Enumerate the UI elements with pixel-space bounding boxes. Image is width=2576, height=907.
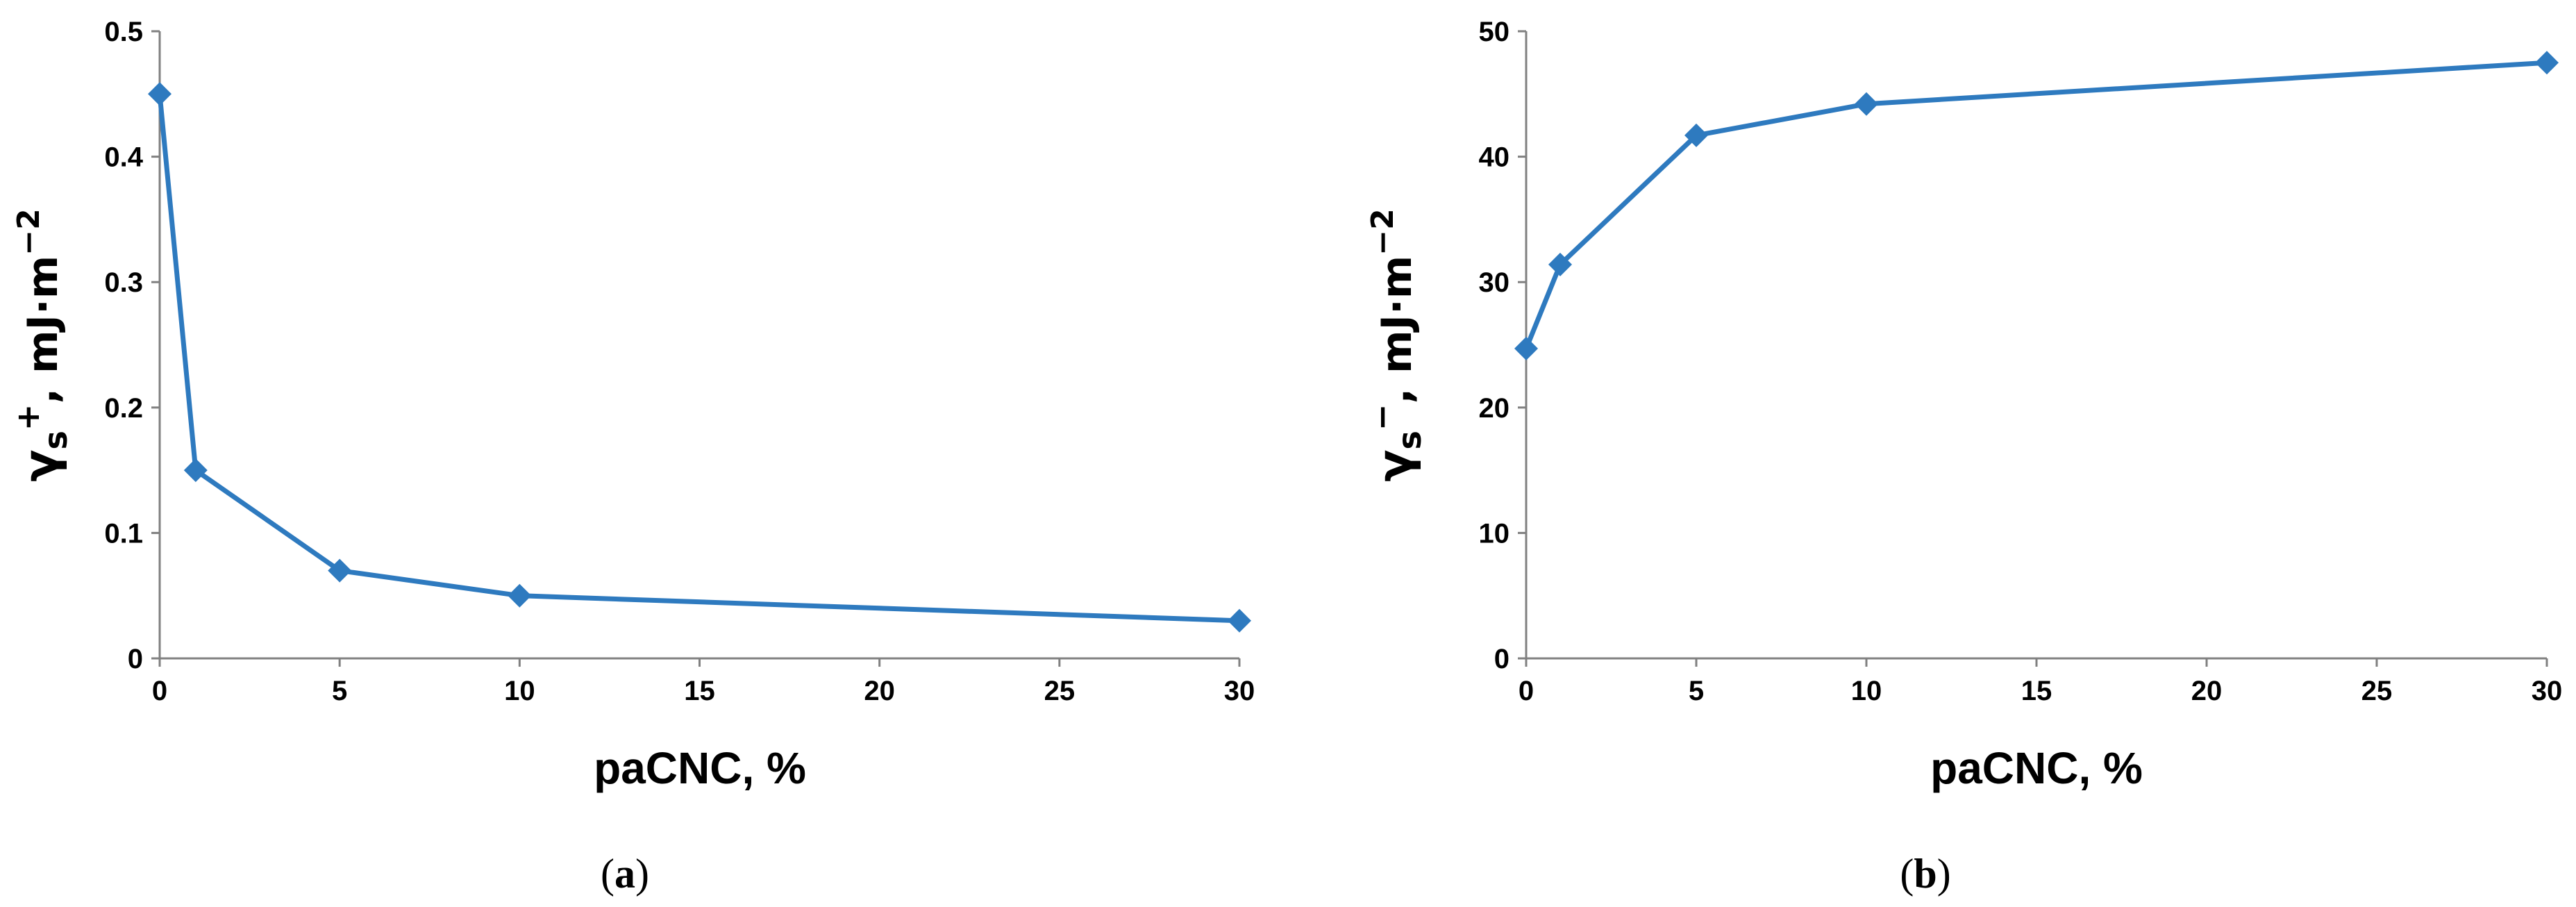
y-tick-label: 50 xyxy=(1479,17,1510,47)
y-axis-unit-exponent: −2 xyxy=(11,208,47,255)
x-tick-label: 20 xyxy=(2191,676,2223,706)
panel-caption-letter: b xyxy=(1914,851,1937,897)
y-tick-label: 20 xyxy=(1479,393,1510,424)
x-axis-title: paCNC, % xyxy=(1930,743,2143,793)
panel-caption: (b) xyxy=(1900,851,1950,897)
y-tick-label: 0.5 xyxy=(104,17,143,47)
x-tick-label: 0 xyxy=(152,676,167,706)
data-point-marker xyxy=(1684,123,1708,147)
x-tick-label: 10 xyxy=(504,676,535,706)
x-tick-label: 30 xyxy=(2532,676,2563,706)
data-point-markers xyxy=(1514,51,2559,360)
data-point-marker xyxy=(148,82,172,106)
x-axis-title: paCNC, % xyxy=(594,743,806,793)
data-series-line xyxy=(1523,60,2548,350)
y-axis-symbol: γ xyxy=(1368,449,1423,481)
x-tick-labels: 0 5 10 15 20 25 30 xyxy=(1519,676,2562,706)
data-point-marker xyxy=(1228,608,1251,633)
y-tick-label: 0.3 xyxy=(104,267,143,298)
y-tick-label: 0 xyxy=(1494,644,1509,674)
y-tick-label: 0 xyxy=(128,644,143,674)
chart-panel-a: 0 0.1 0.2 0.3 0.4 0.5 0 5 10 15 20 25 30 paCNC, % γ… xyxy=(9,17,1255,897)
x-tick-label: 5 xyxy=(332,676,347,706)
x-tick-labels: 0 5 10 15 20 25 30 xyxy=(152,676,1255,706)
y-tick-label: 30 xyxy=(1479,267,1510,298)
chart-panel-b: 0 10 20 30 40 50 0 5 10 15 20 25 30 paCNC, % γs−, m… xyxy=(1363,17,2562,897)
data-point-markers xyxy=(148,82,1251,633)
x-tick-label: 0 xyxy=(1519,676,1534,706)
y-tick-label: 40 xyxy=(1479,142,1510,173)
y-tick-label: 10 xyxy=(1479,518,1510,549)
y-axis-unit: , mJ·m xyxy=(19,256,67,404)
x-tick-label: 15 xyxy=(2021,676,2052,706)
data-point-marker xyxy=(2535,51,2559,75)
data-point-marker xyxy=(1855,92,1878,116)
y-tick-labels: 0 10 20 30 40 50 xyxy=(1479,17,1510,674)
x-tick-label: 10 xyxy=(1851,676,1882,706)
y-axis-title: γs−, mJ·m−2 xyxy=(1363,208,1428,482)
x-tick-label: 25 xyxy=(1044,676,1076,706)
data-point-marker xyxy=(1548,252,1572,276)
y-tick-label: 0.1 xyxy=(104,518,143,549)
x-tick-label: 25 xyxy=(2361,676,2393,706)
y-axis-superscript: + xyxy=(9,404,47,431)
x-tick-label: 30 xyxy=(1224,676,1255,706)
data-point-marker xyxy=(1514,336,1538,360)
panel-caption-letter: a xyxy=(614,851,635,897)
x-tick-label: 5 xyxy=(1689,676,1704,706)
y-tick-label: 0.4 xyxy=(104,142,143,173)
data-point-marker xyxy=(328,558,352,583)
y-tick-marks xyxy=(151,30,160,660)
y-tick-label: 0.2 xyxy=(104,393,143,424)
y-axis-title: γs+, mJ·m−2 xyxy=(9,208,74,482)
y-axis-symbol: γ xyxy=(14,449,69,481)
y-axis-unit-exponent: −2 xyxy=(1365,208,1400,255)
y-axis-unit: , mJ·m xyxy=(1373,256,1421,404)
y-axis-subscript: s xyxy=(37,431,74,449)
y-axis-subscript: s xyxy=(1391,431,1428,449)
y-axis-superscript: − xyxy=(1363,404,1400,431)
panel-caption: (a) xyxy=(601,851,649,897)
y-tick-marks xyxy=(1518,30,1526,660)
y-tick-labels: 0 0.1 0.2 0.3 0.4 0.5 xyxy=(104,17,143,674)
x-tick-label: 20 xyxy=(864,676,895,706)
data-series-line xyxy=(157,93,1240,624)
x-tick-label: 15 xyxy=(684,676,715,706)
x-tick-marks xyxy=(1525,658,2548,667)
x-tick-marks xyxy=(158,658,1241,667)
data-point-marker xyxy=(183,458,208,483)
data-point-marker xyxy=(508,583,532,608)
